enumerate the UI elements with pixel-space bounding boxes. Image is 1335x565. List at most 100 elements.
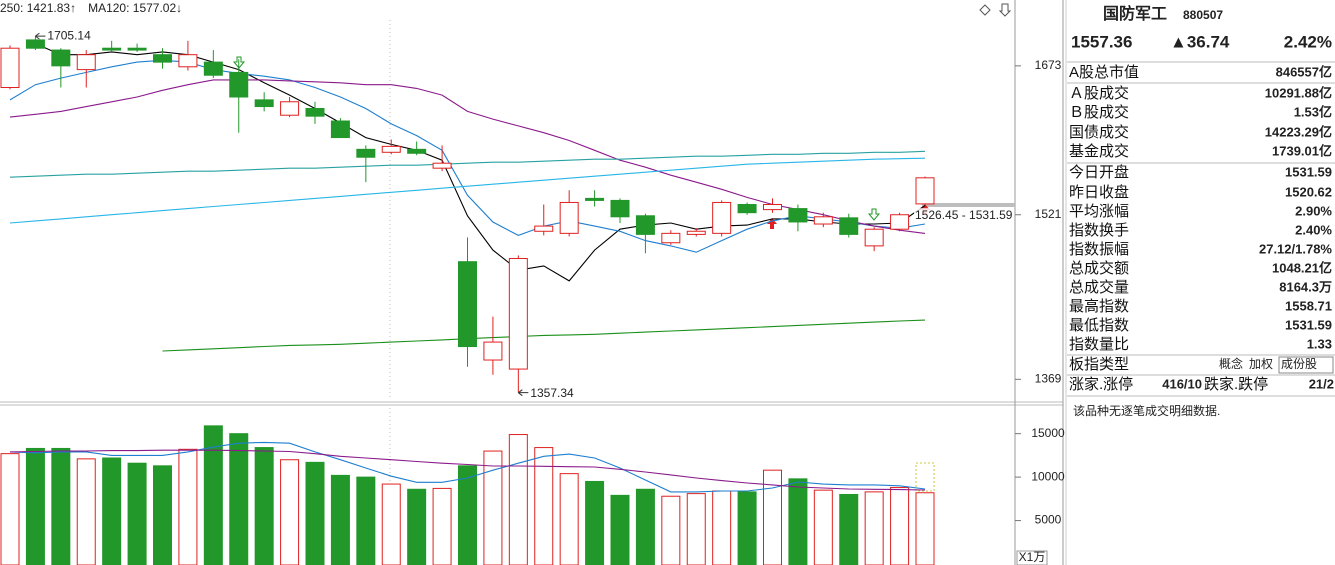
candle-body [559,201,579,234]
volume-bar [229,433,249,565]
price-change: ▲36.74 [1170,32,1230,51]
volume-bar [432,487,452,565]
row-value: 1558.71 [1285,298,1332,313]
candle-body [864,228,884,247]
unit-box [1016,550,1048,565]
volume-bar [0,453,20,565]
row-value: 27.12/1.78% [1259,241,1332,256]
volume-bar [864,491,884,565]
last-price: 1557.36 [1071,32,1132,51]
low-arrow [518,389,529,397]
diamond-icon[interactable] [979,4,991,16]
ma-line [9,449,926,491]
breadth-label: 涨家.涨停 [1069,376,1133,393]
candle-body [25,39,45,49]
row-value: 1531.59 [1285,317,1332,332]
candle-body [712,201,732,234]
candle-body [661,232,681,244]
row-value: 10291.88亿 [1265,85,1332,100]
row-value: 1048.21亿 [1272,260,1332,275]
volume-bar [788,478,808,565]
candle-body [51,49,71,67]
ma-line [9,157,926,224]
row-label: 国债成交 [1069,123,1129,141]
live-volume-box [915,462,935,492]
ma-line [9,150,926,178]
legend-text: MA120: 1577.02↓ [88,1,182,15]
row-label: 昨日收盘 [1069,183,1129,201]
y-tick-label: 1521 [1035,207,1062,221]
volume-bar [102,457,122,565]
range-label-bg [914,208,1014,223]
candle-body [178,54,198,68]
quote-panel: 国防军工 880507 1557.36 ▲36.74 2.42% A股总市值 846557亿… [1067,4,1335,418]
volume-bar [763,469,782,565]
candle-body [330,120,350,139]
row-label: 最高指数 [1069,298,1129,315]
candle-body [737,203,757,214]
volume-bar [51,447,71,565]
row-label: 总成交量 [1069,278,1129,296]
candle-body [585,197,605,201]
high-arrow [35,32,46,40]
candle-body [127,47,147,51]
volume-bar [178,448,198,565]
candle-body [356,148,376,158]
row-label: 今日开盘 [1069,163,1129,181]
row-label: 板指类型 [1069,355,1129,373]
volume-bar [890,487,910,565]
volume-bar [127,462,147,565]
candle-body [305,107,325,117]
index-type-option[interactable]: 成份股 [1281,357,1317,371]
volume-bar [737,491,757,565]
row-label: 平均涨幅 [1069,203,1129,220]
index-type-option[interactable]: 概念 [1219,356,1243,371]
high-label: 1705.14 [47,28,91,42]
breadth-up: 416/10 [1162,376,1202,391]
volume-bar [280,459,300,565]
price-change-pct: 2.42% [1284,32,1332,51]
range-label: 1526.45 - 1531.59 [915,208,1013,222]
candle-body [839,217,859,235]
volume-bar [610,494,630,565]
ma-line [162,319,926,352]
tick-note: 该品种无逐笔成交明细数据. [1073,403,1220,418]
candle-body [254,99,274,108]
volume-bar [508,434,528,565]
row-label: 总成交额 [1069,259,1129,277]
breadth-down: 21/2 [1309,376,1334,391]
index-name: 国防军工 [1103,4,1167,23]
row-value: 1531.59 [1285,164,1332,179]
row-value: 1.53亿 [1294,104,1332,119]
volume-bar [483,450,503,565]
volume-bar [25,447,45,565]
index-type-option[interactable]: 加权 [1249,357,1273,371]
candle-body [534,225,554,232]
candle-body [407,148,427,154]
candle-body [76,54,96,71]
candle-body [788,208,808,223]
row-label: 基金成交 [1069,142,1129,160]
kline-chart: 1673 1521 1369 15000 10000 5000 X1万 1705.14 1357… [0,1,1065,565]
volume-bar [76,458,96,565]
volume-bar [153,465,172,565]
volume-bar [585,480,605,565]
download-icon[interactable] [998,3,1012,17]
volume-bar [712,490,732,565]
candle-body [890,214,910,230]
volume-bar [839,493,859,565]
candle-body [229,71,249,98]
row-label: 最低指数 [1069,317,1129,334]
signal-down [867,208,881,221]
volume-bar [407,488,427,565]
breadth-label: 跌家.跌停 [1204,376,1268,393]
row-value: 8164.3万 [1279,279,1332,294]
volume-bar [559,473,579,565]
volume-bar [534,447,554,565]
y-tick-label: 15000 [1031,426,1065,440]
row-label: A股总市值 [1069,64,1139,81]
candle-body [0,47,20,88]
row-label: Ａ股成交 [1069,84,1129,102]
candle-body [203,61,223,76]
volume-bar [356,476,376,565]
